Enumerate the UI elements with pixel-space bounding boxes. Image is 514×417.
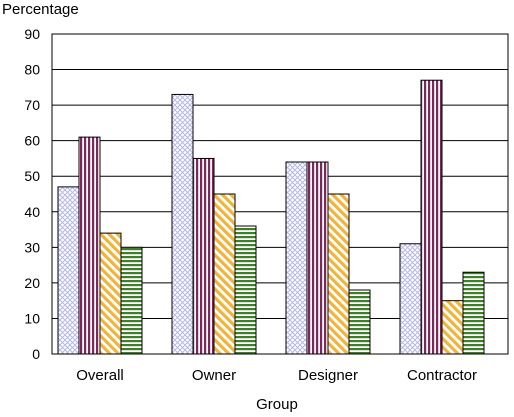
bar-owner-series-1	[171, 93, 194, 355]
bar-owner-series-3	[213, 193, 236, 355]
category-label-contractor: Contractor	[407, 367, 477, 384]
y-tick-label: 40	[24, 204, 40, 220]
bar-owner-series-4	[234, 225, 257, 355]
bar-contractor-series-3	[441, 300, 464, 355]
y-tick-label: 10	[24, 310, 40, 326]
bar-overall-series-4	[120, 246, 143, 355]
bar-contractor-series-4	[462, 271, 485, 355]
bar-owner-series-2	[192, 157, 215, 355]
category-label-owner: Owner	[192, 367, 236, 384]
bar-overall-series-3	[99, 232, 122, 355]
y-tick-label: 0	[32, 346, 40, 362]
bar-overall-series-2	[78, 136, 101, 355]
y-tick-labels: 0 10 20 30 40 50 60 70 80 90	[24, 26, 40, 362]
y-tick-label: 30	[24, 239, 40, 255]
plot-frame	[51, 33, 509, 355]
category-label-overall: Overall	[76, 367, 124, 384]
bar-designer-series-2	[306, 161, 329, 355]
bar-designer-series-3	[327, 193, 350, 355]
y-tick-label: 80	[24, 62, 40, 78]
category-labels: Overall Owner Designer Contractor	[76, 367, 477, 384]
y-tick-label: 60	[24, 133, 40, 149]
bar-contractor-series-2	[420, 79, 443, 355]
category-label-designer: Designer	[298, 367, 358, 384]
bars	[57, 79, 485, 355]
x-axis-title: Group	[256, 396, 298, 412]
y-axis-title: Percentage	[2, 1, 79, 18]
y-tick-label: 90	[24, 26, 40, 42]
y-tick-label: 70	[24, 97, 40, 113]
bar-overall-series-1	[57, 186, 80, 355]
bar-designer-series-1	[285, 161, 308, 355]
y-tick-label: 50	[24, 168, 40, 184]
y-tick-label: 20	[24, 275, 40, 291]
bar-designer-series-4	[348, 289, 371, 355]
bar-contractor-series-1	[399, 243, 422, 355]
